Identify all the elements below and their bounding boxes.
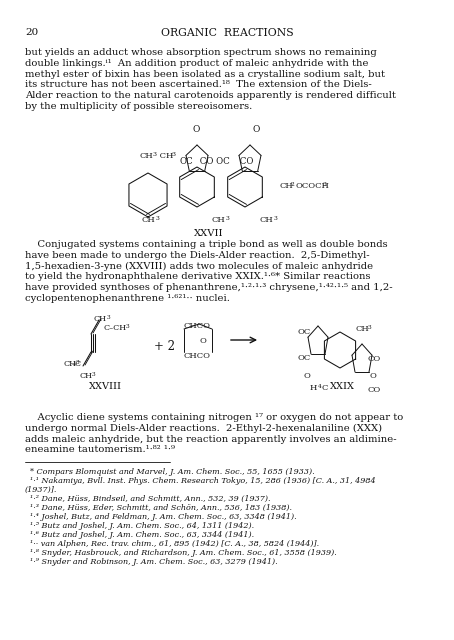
Text: 3: 3 [171, 152, 175, 157]
Text: ORGANIC  REACTIONS: ORGANIC REACTIONS [161, 28, 293, 38]
Text: ¹·⁴ Joshel, Butz, and Feldman, J. Am. Chem. Soc., 63, 3348 (1941).: ¹·⁴ Joshel, Butz, and Feldman, J. Am. Ch… [25, 513, 296, 521]
Text: ¹·⁸ Snyder, Hasbrouck, and Richardson, J. Am. Chem. Soc., 61, 3558 (1939).: ¹·⁸ Snyder, Hasbrouck, and Richardson, J… [25, 549, 337, 557]
Text: but yields an adduct whose absorption spectrum shows no remaining: but yields an adduct whose absorption sp… [25, 48, 377, 57]
Text: OCOCH: OCOCH [295, 182, 329, 190]
Text: ¹·⁵ Butz and Joshel, J. Am. Chem. Soc., 64, 1311 (1942).: ¹·⁵ Butz and Joshel, J. Am. Chem. Soc., … [25, 522, 254, 530]
Text: CH: CH [140, 152, 154, 160]
Text: O: O [192, 125, 200, 134]
Text: 20: 20 [25, 28, 38, 37]
Text: O: O [304, 372, 311, 380]
Text: CH: CH [157, 152, 173, 160]
Text: O: O [200, 337, 207, 345]
Text: O: O [370, 372, 377, 380]
Text: * Compars Blomquist and Marvel, J. Am. Chem. Soc., 55, 1655 (1933).: * Compars Blomquist and Marvel, J. Am. C… [25, 468, 315, 476]
Text: 3: 3 [156, 216, 160, 221]
Text: Alder reaction to the natural carotenoids apparently is rendered difficult: Alder reaction to the natural carotenoid… [25, 92, 396, 100]
Text: CH: CH [79, 372, 92, 380]
Text: CO: CO [367, 386, 380, 394]
Text: Acyclic diene systems containing nitrogen ¹⁷ or oxygen do not appear to: Acyclic diene systems containing nitroge… [25, 413, 403, 422]
Text: ¹·⁶ Butz and Joshel, J. Am. Chem. Soc., 63, 3344 (1941).: ¹·⁶ Butz and Joshel, J. Am. Chem. Soc., … [25, 531, 254, 539]
Text: adds maleic anhydride, but the reaction apparently involves an aldimine-: adds maleic anhydride, but the reaction … [25, 435, 397, 444]
Text: CO: CO [237, 157, 253, 166]
Text: 3: 3 [323, 182, 327, 187]
Text: + 2: + 2 [154, 340, 176, 353]
Text: 1,5-hexadien-3-yne (XXVIII) adds two molecules of maleic anhydride: 1,5-hexadien-3-yne (XXVIII) adds two mol… [25, 262, 373, 271]
Text: CH: CH [94, 315, 107, 323]
Text: 3: 3 [76, 360, 79, 365]
Text: have provided synthoses of phenanthrene,¹·²·¹·³ chrysene,¹·⁴²·¹·⁵ and 1,2-: have provided synthoses of phenanthrene,… [25, 283, 393, 292]
Text: (1937)].: (1937)]. [25, 486, 57, 494]
Text: ¹·· van Alphen, Rec. trav. chim., 61, 895 (1942) [C. A., 38, 5824 (1944)].: ¹·· van Alphen, Rec. trav. chim., 61, 89… [25, 540, 319, 548]
Text: ¹·² Dane, Hüss, Bindseil, and Schmitt, Ann., 532, 39 (1937).: ¹·² Dane, Hüss, Bindseil, and Schmitt, A… [25, 495, 271, 503]
Text: CO OC: CO OC [197, 157, 230, 166]
Text: 2: 2 [291, 182, 295, 187]
Text: 3: 3 [226, 216, 230, 221]
Text: C: C [322, 384, 328, 392]
Text: CH: CH [279, 182, 293, 190]
Text: OC: OC [298, 328, 311, 336]
Text: ¹·¹ Nakamiya, Bvll. Inst. Phys. Chem. Research Tokyo, 15, 286 (1936) [C. A., 31,: ¹·¹ Nakamiya, Bvll. Inst. Phys. Chem. Re… [25, 477, 375, 485]
Text: double linkings.ⁱ¹  An addition product of maleic anhydride with the: double linkings.ⁱ¹ An addition product o… [25, 59, 369, 68]
Text: 3: 3 [152, 152, 156, 157]
Text: cyclopentenophenanthrene ¹·⁶²¹·· nuclei.: cyclopentenophenanthrene ¹·⁶²¹·· nuclei. [25, 294, 230, 303]
Text: CO: CO [367, 355, 380, 363]
Text: 3: 3 [92, 372, 96, 377]
Text: eneamine tautomerism.¹·⁸² ¹·⁹: eneamine tautomerism.¹·⁸² ¹·⁹ [25, 445, 175, 454]
Text: ¹·³ Dane, Hüss, Eder, Schmitt, and Schön, Ann., 536, 183 (1938).: ¹·³ Dane, Hüss, Eder, Schmitt, and Schön… [25, 504, 292, 512]
Text: CHCO: CHCO [184, 352, 211, 360]
Text: XXIX: XXIX [330, 382, 355, 391]
Text: 3: 3 [126, 324, 130, 329]
Text: OC: OC [298, 354, 311, 362]
Text: CH: CH [64, 360, 77, 368]
Text: 4: 4 [318, 384, 322, 389]
Text: methyl ester of bixin has been isolated as a crystalline sodium salt, but: methyl ester of bixin has been isolated … [25, 70, 385, 79]
Text: 3: 3 [274, 216, 278, 221]
Text: ¹·⁹ Snyder and Robinson, J. Am. Chem. Soc., 63, 3279 (1941).: ¹·⁹ Snyder and Robinson, J. Am. Chem. So… [25, 558, 278, 566]
Text: undergo normal Diels-Alder reactions.  2-Ethyl-2-hexenalaniline (XXX): undergo normal Diels-Alder reactions. 2-… [25, 424, 382, 433]
Text: by the multiplicity of possible stereoisomers.: by the multiplicity of possible stereois… [25, 102, 252, 111]
Text: CH: CH [355, 325, 369, 333]
Text: CH: CH [259, 216, 273, 224]
Text: CHCO: CHCO [184, 322, 211, 330]
Text: O: O [252, 125, 260, 134]
Text: its structure has not been ascertained.¹⁸  The extension of the Diels-: its structure has not been ascertained.¹… [25, 81, 372, 90]
Text: to yield the hydronaphthalene derivative XXIX.¹·⁶* Similar reactions: to yield the hydronaphthalene derivative… [25, 273, 370, 282]
Text: XXVII: XXVII [194, 229, 224, 238]
Text: 3: 3 [368, 325, 372, 330]
Text: C–CH: C–CH [104, 324, 127, 332]
Text: CH: CH [141, 216, 155, 224]
Text: XXVIII: XXVIII [89, 382, 122, 391]
Text: have been made to undergo the Diels-Alder reaction.  2,5-Dimethyl-: have been made to undergo the Diels-Alde… [25, 251, 370, 260]
Text: Conjugated systems containing a triple bond as well as double bonds: Conjugated systems containing a triple b… [25, 240, 388, 249]
Text: –C: –C [72, 360, 82, 368]
Text: H: H [310, 384, 317, 392]
Text: CH: CH [211, 216, 225, 224]
Text: OC: OC [179, 157, 192, 166]
Text: 3: 3 [107, 315, 111, 320]
